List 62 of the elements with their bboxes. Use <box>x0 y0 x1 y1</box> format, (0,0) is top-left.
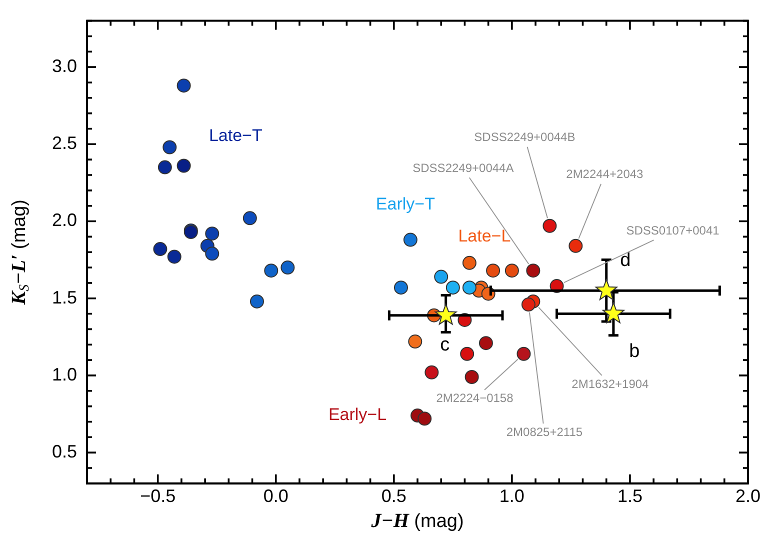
point <box>460 346 474 361</box>
annotation: SDSS0107+0041 <box>626 223 720 238</box>
point <box>153 242 168 256</box>
y-tick-label: 1.0 <box>52 364 78 384</box>
point <box>280 260 295 275</box>
point <box>242 211 257 226</box>
point <box>434 304 457 325</box>
point <box>403 232 418 247</box>
annotation: 2M2224−0158 <box>436 391 514 406</box>
y-tick-label: 1.5 <box>52 287 78 308</box>
y-tick-label: 3.0 <box>52 56 78 76</box>
annotation: 2M0825+2115 <box>506 424 583 439</box>
point <box>167 250 182 264</box>
point <box>434 270 448 284</box>
y-tick-label: 2.5 <box>52 133 78 154</box>
point <box>504 264 519 278</box>
x-tick-label: 0.0 <box>263 486 288 506</box>
annotation: b <box>629 341 640 362</box>
point <box>486 264 500 278</box>
point <box>205 226 220 241</box>
point <box>462 280 476 295</box>
point <box>418 412 432 426</box>
point <box>424 365 439 380</box>
series-label: Early−L <box>328 405 387 424</box>
point <box>446 280 460 295</box>
y-tick-label: 0.5 <box>52 442 78 462</box>
point <box>176 158 191 173</box>
x-tick-label: 0.5 <box>381 486 406 506</box>
point <box>264 264 278 278</box>
annotation: c <box>440 334 450 356</box>
series-label: Late−T <box>208 126 262 145</box>
point <box>521 298 536 312</box>
x-axis-title: J−H (mag) <box>370 510 464 532</box>
annotation: d <box>620 250 631 271</box>
point <box>568 238 583 253</box>
series-label: Late−L <box>458 226 511 246</box>
x-tick-label: 2.0 <box>735 486 761 506</box>
point <box>250 294 264 308</box>
y-axis-title: KS−L′ (mag) <box>8 199 33 306</box>
x-tick-label: 1.0 <box>499 486 524 506</box>
point <box>462 256 476 270</box>
y-tick-label: 2.0 <box>52 210 78 230</box>
point <box>516 346 531 361</box>
point <box>394 280 408 295</box>
annotation: 2M1632+1904 <box>572 376 650 391</box>
point <box>408 334 422 349</box>
point <box>478 336 493 350</box>
point <box>542 218 557 233</box>
series-label: Early−T <box>376 194 435 214</box>
point <box>205 246 220 261</box>
x-tick-label: 1.5 <box>617 486 642 506</box>
x-tick-label: −0.5 <box>140 486 176 506</box>
point <box>595 279 618 300</box>
point <box>602 302 624 324</box>
annotation: SDSS2249+0044A <box>412 160 514 175</box>
point <box>162 140 177 154</box>
point <box>158 160 172 174</box>
point <box>176 78 191 93</box>
annotation: 2M2244+2043 <box>566 167 644 182</box>
point <box>464 370 479 384</box>
point <box>526 264 540 278</box>
annotation: SDSS2249+0044B <box>474 130 576 144</box>
